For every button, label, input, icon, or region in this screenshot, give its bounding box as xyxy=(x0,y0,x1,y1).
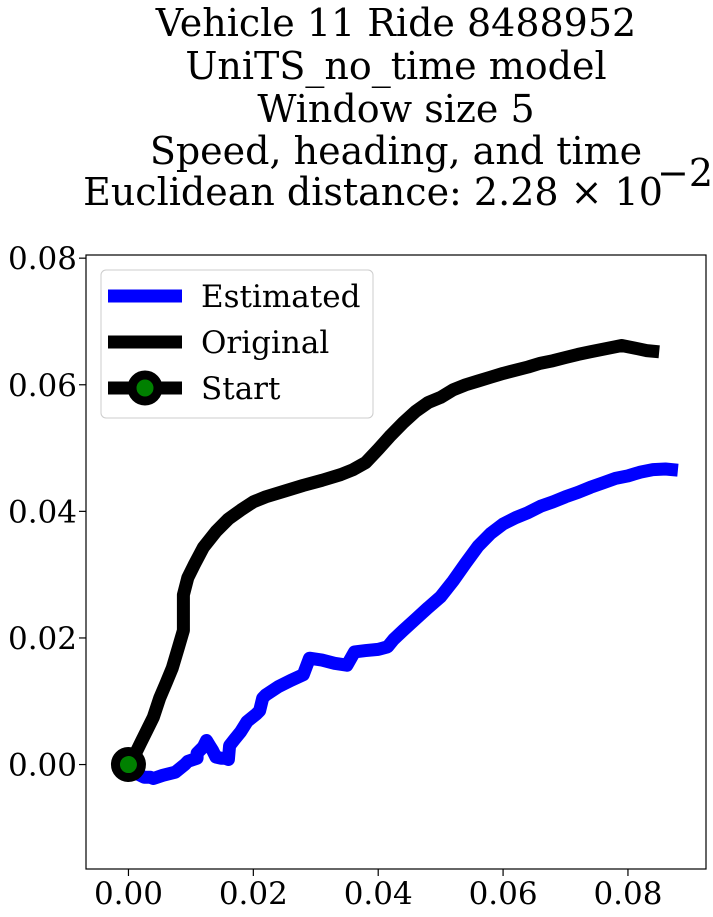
title-line-3: Window size 5 xyxy=(257,87,534,131)
title-exponent: −2 xyxy=(657,151,713,195)
y-tick-label-2: 0.04 xyxy=(8,494,77,530)
y-tick-label-3: 0.06 xyxy=(8,368,77,404)
x-axis: 0.00 0.02 0.04 0.06 0.08 xyxy=(94,869,662,912)
marker-layer xyxy=(110,747,146,783)
legend-label-original: Original xyxy=(201,325,329,361)
x-tick-label-1: 0.02 xyxy=(219,876,288,912)
x-tick-label-3: 0.06 xyxy=(469,876,538,912)
y-tick-label-4: 0.08 xyxy=(8,241,77,277)
x-tick-label-0: 0.00 xyxy=(94,876,163,912)
x-tick-label-2: 0.04 xyxy=(344,876,413,912)
legend: Estimated Original Start xyxy=(100,269,374,419)
legend-box xyxy=(100,269,374,419)
start-marker xyxy=(110,747,146,783)
x-tick-label-4: 0.08 xyxy=(593,876,662,912)
legend-label-estimated: Estimated xyxy=(201,279,360,315)
y-axis: 0.00 0.02 0.04 0.06 0.08 xyxy=(8,241,86,784)
series-layer xyxy=(123,339,679,785)
y-tick-label-1: 0.02 xyxy=(8,621,77,657)
chart-title: Vehicle 11 Ride 8488952 UniTS_no_time mo… xyxy=(83,1,713,214)
y-tick-label-0: 0.00 xyxy=(8,748,77,784)
series-line-original xyxy=(123,339,660,769)
title-line-1: Vehicle 11 Ride 8488952 xyxy=(155,1,636,45)
plot-frame xyxy=(85,254,707,870)
title-line-4: Speed, heading, and time xyxy=(150,129,642,173)
series-line-estimated xyxy=(123,462,679,785)
title-line-2: UniTS_no_time model xyxy=(185,44,606,89)
legend-start-marker xyxy=(127,370,163,406)
legend-label-start: Start xyxy=(201,371,281,407)
title-line-5: Euclidean distance: 2.28 × 10 xyxy=(83,170,663,214)
